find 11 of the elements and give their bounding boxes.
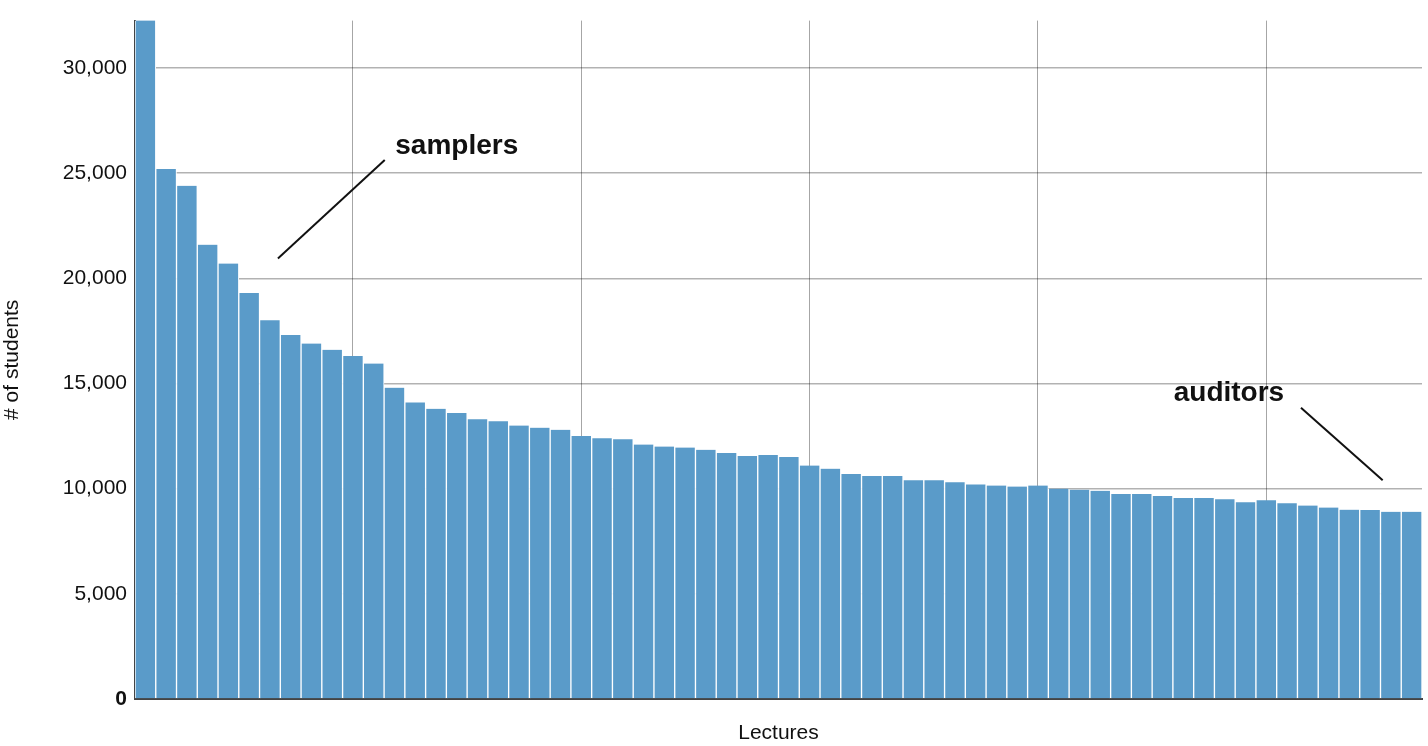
y-tick-label: 0	[115, 685, 127, 709]
y-tick-label: 20,000	[62, 265, 127, 289]
x-axis-title: Lectures	[738, 720, 819, 744]
y-tick-label: 15,000	[62, 370, 127, 394]
y-tick-label: 30,000	[62, 54, 127, 78]
y-tick-label: 10,000	[62, 475, 127, 499]
y-tick-label: 5,000	[74, 580, 127, 604]
y-tick-label: 25,000	[62, 159, 127, 183]
annotation: samplers	[395, 128, 519, 160]
annotation: auditors	[1173, 376, 1285, 408]
y-axis-title: # of students	[0, 299, 23, 420]
